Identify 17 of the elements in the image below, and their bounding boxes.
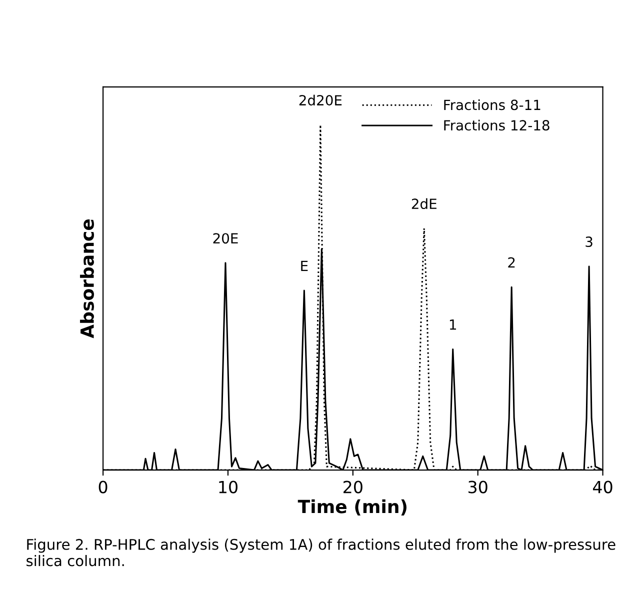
x-tick-label: 0 — [98, 480, 108, 494]
annotation: 1 — [450, 320, 456, 330]
annotation: 2d20E — [299, 94, 342, 106]
x-tick-label: 10 — [219, 480, 238, 494]
x-axis-title: Time (min) — [298, 499, 406, 516]
annotation: 2dE — [412, 198, 436, 210]
x-tick-label: 40 — [592, 480, 612, 494]
x-tick-label: 20 — [344, 480, 362, 494]
x-tick-label: 30 — [468, 480, 488, 494]
legend-label: Fractions 8-11 — [444, 99, 540, 110]
annotation: 2 — [508, 257, 515, 268]
annotation: 3 — [586, 236, 592, 248]
annotation: E — [301, 260, 308, 271]
annotation: 20E — [213, 233, 238, 244]
y-axis-title: Absorbance — [80, 219, 94, 338]
caption: Figure 2. RP-HPLC analysis (System 1A) of fractions eluted from the low-pressure silica column. — [26, 538, 616, 566]
legend-label: Fractions 12-18 — [444, 120, 550, 131]
